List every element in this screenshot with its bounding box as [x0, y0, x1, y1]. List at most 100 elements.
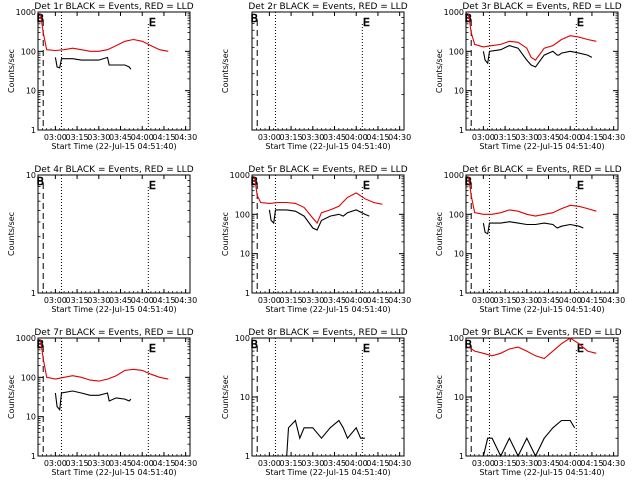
series-line-events: [482, 45, 593, 68]
begin-marker: B: [36, 175, 44, 188]
y-tick-label: 1: [459, 289, 464, 298]
chart-title: Det 9r BLACK = Events, RED = LLD: [462, 328, 621, 338]
x-tick-label: 03:00: [44, 133, 67, 142]
begin-marker: B: [36, 338, 44, 351]
x-tick-label: 03:30: [301, 459, 324, 468]
end-marker: E: [577, 16, 584, 29]
y-tick-label: 10: [26, 171, 36, 180]
chart-panel-1: Det 1r BLACK = Events, RED = LLD 1 10 100 10…: [7, 2, 197, 151]
x-tick-label: 03:00: [44, 459, 67, 468]
y-tick-label: 1: [459, 126, 464, 135]
x-tick-label: 04:00: [345, 133, 368, 142]
x-tick-label: 03:30: [301, 296, 324, 305]
x-tick-label: 03:15: [280, 459, 303, 468]
x-tick-label: 04:00: [131, 459, 154, 468]
y-axis-label: Counts/sec: [435, 212, 444, 256]
x-tick-label: 03:00: [472, 296, 495, 305]
chart-panel-5: Det 5r BLACK = Events, RED = LLD 1 10 100 10…: [221, 165, 411, 314]
end-marker: E: [363, 342, 370, 355]
begin-marker: B: [36, 12, 44, 25]
x-tick-label: 03:45: [323, 459, 346, 468]
x-tick-label: 03:15: [494, 133, 517, 142]
y-tick-label: 1: [31, 289, 36, 298]
plot-frame: [251, 11, 405, 131]
y-tick-label: 10: [240, 393, 250, 402]
x-tick-label: 04:30: [602, 133, 625, 142]
y-tick-label: 1: [31, 126, 36, 135]
x-axis-label: Start Time (22-Jul-15 04:51:40): [479, 142, 604, 151]
y-axis-label: Counts/sec: [435, 375, 444, 419]
x-tick-label: 03:45: [323, 133, 346, 142]
y-axis-label: Counts/sec: [221, 49, 230, 93]
x-tick-label: 04:30: [174, 459, 197, 468]
x-tick-label: 04:15: [152, 133, 175, 142]
begin-marker: B: [464, 175, 472, 188]
series-line-lld: [40, 339, 169, 382]
x-tick-label: 03:45: [537, 296, 560, 305]
x-tick-label: 03:30: [515, 296, 538, 305]
begin-marker: B: [250, 12, 258, 25]
plot-frame: [37, 11, 191, 131]
x-axis-label: Start Time (22-Jul-15 04:51:40): [51, 142, 176, 151]
series-line-events: [54, 390, 132, 412]
x-axis-label: Start Time (22-Jul-15 04:51:40): [265, 142, 390, 151]
series-line-events: [54, 56, 132, 70]
y-axis-label: Counts/sec: [7, 375, 16, 419]
y-tick-label: 100: [235, 210, 250, 219]
x-tick-label: 03:30: [87, 459, 110, 468]
y-tick-label: 100: [21, 47, 36, 56]
y-axis-label: Counts/sec: [7, 49, 16, 93]
plot-frame: [465, 11, 619, 131]
series-line-events: [482, 419, 576, 458]
plot-frame: [251, 337, 405, 457]
y-tick-label: 1: [245, 289, 250, 298]
chart-panel-6: Det 6r BLACK = Events, RED = LLD 1 10 100 10…: [435, 165, 625, 314]
y-tick-label: 10: [26, 413, 36, 422]
x-tick-label: 03:15: [280, 133, 303, 142]
x-tick-label: 03:15: [494, 459, 517, 468]
end-marker: E: [577, 179, 584, 192]
x-tick-label: 03:30: [87, 296, 110, 305]
x-tick-label: 04:00: [559, 296, 582, 305]
x-tick-label: 03:15: [66, 296, 89, 305]
end-marker: E: [149, 179, 156, 192]
x-tick-label: 04:15: [366, 133, 389, 142]
y-axis-label: Counts/sec: [221, 375, 230, 419]
x-axis-label: Start Time (22-Jul-15 04:51:40): [51, 305, 176, 314]
x-tick-label: 03:30: [301, 133, 324, 142]
y-tick-label: 1000: [444, 171, 464, 180]
x-tick-label: 03:15: [494, 296, 517, 305]
x-tick-label: 03:30: [515, 459, 538, 468]
chart-title: Det 7r BLACK = Events, RED = LLD: [34, 328, 193, 338]
x-tick-label: 03:45: [109, 459, 132, 468]
x-tick-label: 04:00: [345, 296, 368, 305]
y-tick-label: 100: [449, 334, 464, 343]
chart-title: Det 4r BLACK = Events, RED = LLD: [34, 165, 193, 175]
y-axis-label: Counts/sec: [221, 212, 230, 256]
y-axis-label: Counts/sec: [435, 49, 444, 93]
end-marker: E: [363, 16, 370, 29]
x-tick-label: 04:15: [152, 296, 175, 305]
y-tick-label: 100: [449, 47, 464, 56]
series-line-events: [268, 209, 370, 231]
chart-panel-9: Det 9r BLACK = Events, RED = LLD 1 10 100 03…: [435, 328, 625, 477]
chart-panel-2: Det 2r BLACK = Events, RED = LLD03:0003:…: [221, 2, 411, 151]
y-tick-label: 10: [26, 87, 36, 96]
x-tick-label: 03:00: [258, 459, 281, 468]
end-marker: E: [577, 342, 584, 355]
chart-title: Det 6r BLACK = Events, RED = LLD: [462, 165, 621, 175]
series-line-lld: [468, 176, 597, 217]
chart-title: Det 8r BLACK = Events, RED = LLD: [248, 328, 407, 338]
x-tick-label: 03:00: [258, 133, 281, 142]
series-line-events: [286, 419, 365, 457]
x-tick-label: 04:30: [174, 296, 197, 305]
x-tick-label: 04:30: [174, 133, 197, 142]
plot-frame: [465, 174, 619, 294]
x-tick-label: 03:45: [537, 133, 560, 142]
x-tick-label: 03:45: [537, 459, 560, 468]
chart-title: Det 2r BLACK = Events, RED = LLD: [248, 2, 407, 12]
chart-title: Det 1r BLACK = Events, RED = LLD: [34, 2, 193, 12]
begin-marker: B: [250, 175, 258, 188]
x-tick-label: 04:30: [602, 296, 625, 305]
